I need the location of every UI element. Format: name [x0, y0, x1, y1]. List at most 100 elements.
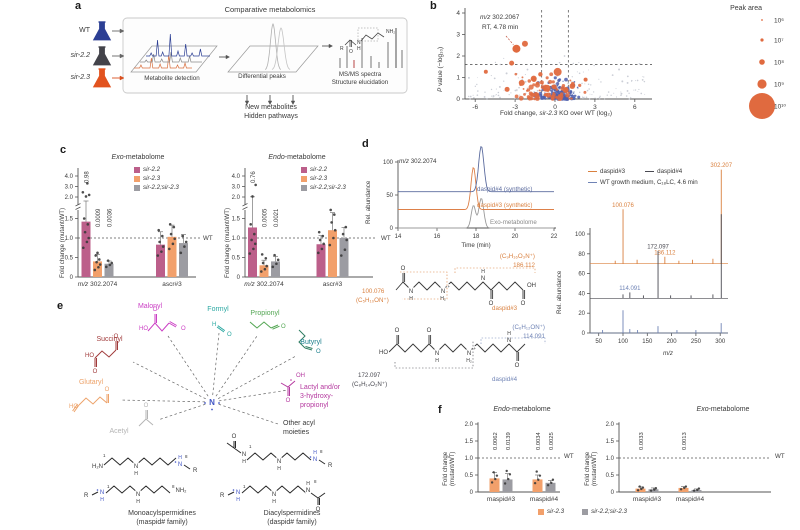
svg-text:H: H — [242, 459, 246, 465]
svg-text:maspid#3: maspid#3 — [633, 496, 662, 503]
f-exo-rest: -metabolome — [708, 406, 750, 413]
svg-text:HO: HO — [85, 353, 94, 359]
svg-text:0: 0 — [70, 275, 74, 281]
svg-text:0.98: 0.98 — [85, 171, 91, 183]
svg-text:O: O — [232, 434, 237, 440]
svg-text:OH: OH — [527, 283, 536, 289]
svg-text:H: H — [481, 269, 485, 275]
svg-text:0: 0 — [470, 490, 474, 496]
s4-frag-left-num: 172.097 — [358, 372, 381, 379]
f-exo-title: Exo-metabolome — [663, 406, 783, 413]
svg-text:-6: -6 — [472, 104, 478, 111]
volcano-annotation-mz: m/z 302.2067 — [480, 14, 519, 21]
legend-item-sir22: sir-2.2 — [134, 166, 179, 173]
svg-text:8: 8 — [172, 484, 175, 489]
s3-frag-right-formula: (C₉H₁₆O₃N⁺) — [499, 253, 535, 260]
moiety-label-glutaryl: Glutaryl — [78, 379, 104, 386]
chrom-ylabel: Rel. abundance — [365, 180, 372, 224]
svg-text:O: O — [401, 266, 406, 272]
svg-text:ascr#3: ascr#3 — [323, 281, 343, 288]
svg-text:NH₂: NH₂ — [386, 29, 395, 35]
svg-text:100: 100 — [618, 339, 629, 345]
msms-legend-daspid3: daspid#3 — [600, 168, 626, 175]
endo-metabolome-title: Endo-metabolome — [237, 154, 357, 161]
legend-label: sir-2.3 — [143, 175, 161, 182]
svg-text:18: 18 — [473, 234, 480, 240]
svg-text:HO: HO — [139, 326, 148, 332]
svg-text:0.76: 0.76 — [251, 171, 257, 183]
s4-name: daspid#4 — [492, 376, 518, 383]
svg-text:NH₂: NH₂ — [176, 488, 188, 494]
f-endo-title: Endo-metabolome — [462, 406, 582, 413]
svg-text:O: O — [114, 334, 119, 340]
c-exo-chart: 0 0.5 1.0 1.5 2.0 3.0 4.0 0.98 0.0009 0.0036 m/z 3… — [65, 168, 200, 288]
svg-text:R: R — [328, 463, 333, 469]
svg-text:16: 16 — [434, 234, 441, 240]
svg-text:m/z 302.2074: m/z 302.2074 — [78, 281, 118, 288]
xlabel-pre: Fold change, — [499, 110, 540, 117]
svg-text:R: R — [220, 493, 225, 499]
caption-diacyl-2: (daspid# family) — [267, 519, 317, 526]
svg-text:O: O — [316, 349, 321, 355]
svg-text:0.0062: 0.0062 — [493, 432, 499, 450]
moiety-label-malonyl: Malonyl — [137, 303, 163, 310]
legend-item-double: sir-2.2;sir-2.3 — [301, 184, 346, 191]
svg-text:3: 3 — [456, 32, 460, 39]
svg-text:2.0: 2.0 — [232, 195, 241, 201]
svg-text:N: N — [435, 351, 439, 357]
svg-text:N: N — [236, 490, 240, 496]
svg-text:0.0034: 0.0034 — [536, 431, 542, 450]
svg-text:0: 0 — [553, 104, 557, 111]
svg-text:N: N — [409, 289, 413, 295]
trace-label-daspid4: daspid#4 (synthetic) — [477, 186, 533, 193]
swatch-sir23 — [134, 175, 140, 182]
svg-text:3: 3 — [593, 104, 597, 111]
svg-text:R: R — [84, 493, 89, 499]
c-endo-legend: sir-2.2 sir-2.3 sir-2.2;sir-2.3 — [301, 166, 346, 191]
svg-text:10⁹: 10⁹ — [774, 82, 784, 89]
moiety-label-lactyl-3: propionyl — [300, 402, 329, 409]
svg-text:O: O — [489, 301, 494, 307]
msms-legend-row1: daspid#3 daspid#4 — [588, 168, 682, 175]
dash-daspid4 — [645, 170, 655, 173]
moiety-label-other-1: Other acyl — [283, 420, 315, 427]
f-endo-prefix: Endo — [493, 406, 510, 413]
svg-text:O: O — [181, 326, 186, 332]
volcano-annotation-rt: RT, 4.78 min — [482, 24, 519, 31]
svg-text:O: O — [316, 507, 321, 513]
sample-label-wt: WT — [79, 27, 90, 34]
svg-text:50: 50 — [595, 339, 602, 345]
caption-diacyl-1: Diacylspermidines — [263, 510, 321, 517]
svg-text:8: 8 — [320, 449, 323, 454]
volcano-plot: 0 1 2 3 4 -6 -3 0 3 6 10⁶ 10⁷ 10⁸ 10⁹ 10¹⁰ — [456, 8, 786, 119]
panel-a-title: Comparative metabolomics — [224, 5, 316, 14]
step-structure-elucidation: Structure elucidation — [331, 79, 389, 86]
f-legend: sir-2.3 sir-2.2;sir-2.3 — [538, 508, 627, 515]
c-exo-legend: sir-2.2 sir-2.3 sir-2.2;sir-2.3 — [134, 166, 179, 191]
svg-text:1.0: 1.0 — [606, 456, 615, 462]
svg-text:H: H — [100, 497, 104, 503]
legend-item-double: sir-2.2;sir-2.3 — [134, 184, 179, 191]
svg-text:O: O — [515, 363, 520, 369]
svg-text:0.5: 0.5 — [232, 256, 241, 262]
f-legend-double: sir-2.2;sir-2.3 — [582, 508, 627, 515]
trace-label-daspid3: daspid#3 (synthetic) — [477, 202, 533, 209]
svg-text:O: O — [427, 328, 432, 334]
legend-item-sir23: sir-2.3 — [301, 175, 346, 182]
f-ylabel-2: (mutant/WT) — [449, 451, 456, 486]
moiety-label-lactyl-1: Lactyl and/or — [300, 384, 341, 391]
svg-text:0.0021: 0.0021 — [274, 208, 280, 227]
output-new-metabolites: New metabolites — [245, 104, 297, 111]
svg-text:0.0139: 0.0139 — [506, 432, 512, 450]
svg-text:100.076: 100.076 — [612, 203, 634, 209]
svg-text:N: N — [136, 492, 140, 498]
svg-text:0.0033: 0.0033 — [639, 432, 645, 450]
svg-text:172.097: 172.097 — [647, 244, 669, 250]
peak-area-legend-title: Peak area — [730, 5, 762, 12]
msms-legend-daspid4: daspid#4 — [657, 168, 683, 175]
svg-text:+: + — [474, 346, 477, 351]
svg-text:40: 40 — [578, 291, 585, 297]
svg-text:10⁸: 10⁸ — [774, 60, 784, 67]
dash-daspid3 — [588, 170, 597, 173]
